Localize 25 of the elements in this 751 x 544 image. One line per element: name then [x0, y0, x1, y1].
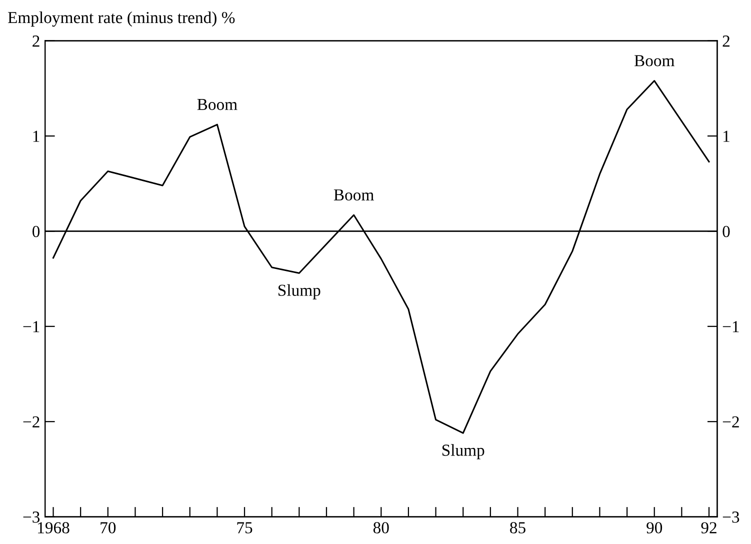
y2-tick-label: −1 [722, 321, 739, 332]
x-tick-label: 92 [701, 522, 716, 534]
x-tick-label: 75 [237, 522, 252, 534]
x-tick-label: 90 [646, 522, 662, 534]
annotation: Boom [197, 99, 238, 110]
y-axis-title: Employment rate (minus trend) % [8, 11, 235, 27]
y2-tick-label: −3 [722, 512, 740, 523]
x-tick-label: 1968 [38, 522, 70, 534]
y-tick-label: 2 [32, 36, 40, 47]
annotation: Slump [278, 284, 320, 300]
y-tick-label: 1 [33, 130, 40, 142]
y-tick-label: −1 [23, 321, 40, 332]
annotation: Boom [634, 55, 674, 66]
annotation: Slump [442, 444, 484, 460]
x-tick-label: 70 [100, 522, 116, 534]
y2-tick-label: 0 [722, 226, 730, 238]
y-tick-label: −3 [23, 512, 40, 523]
y2-tick-label: −2 [722, 416, 739, 428]
y2-tick-label: 2 [722, 36, 730, 47]
annotation: Boom [334, 189, 374, 201]
x-tick-label: 85 [510, 522, 526, 534]
y-tick-label: −2 [23, 416, 40, 428]
x-tick-label: 80 [373, 522, 389, 534]
y2-tick-label: 1 [724, 130, 730, 142]
y-tick-label: 0 [32, 226, 40, 238]
